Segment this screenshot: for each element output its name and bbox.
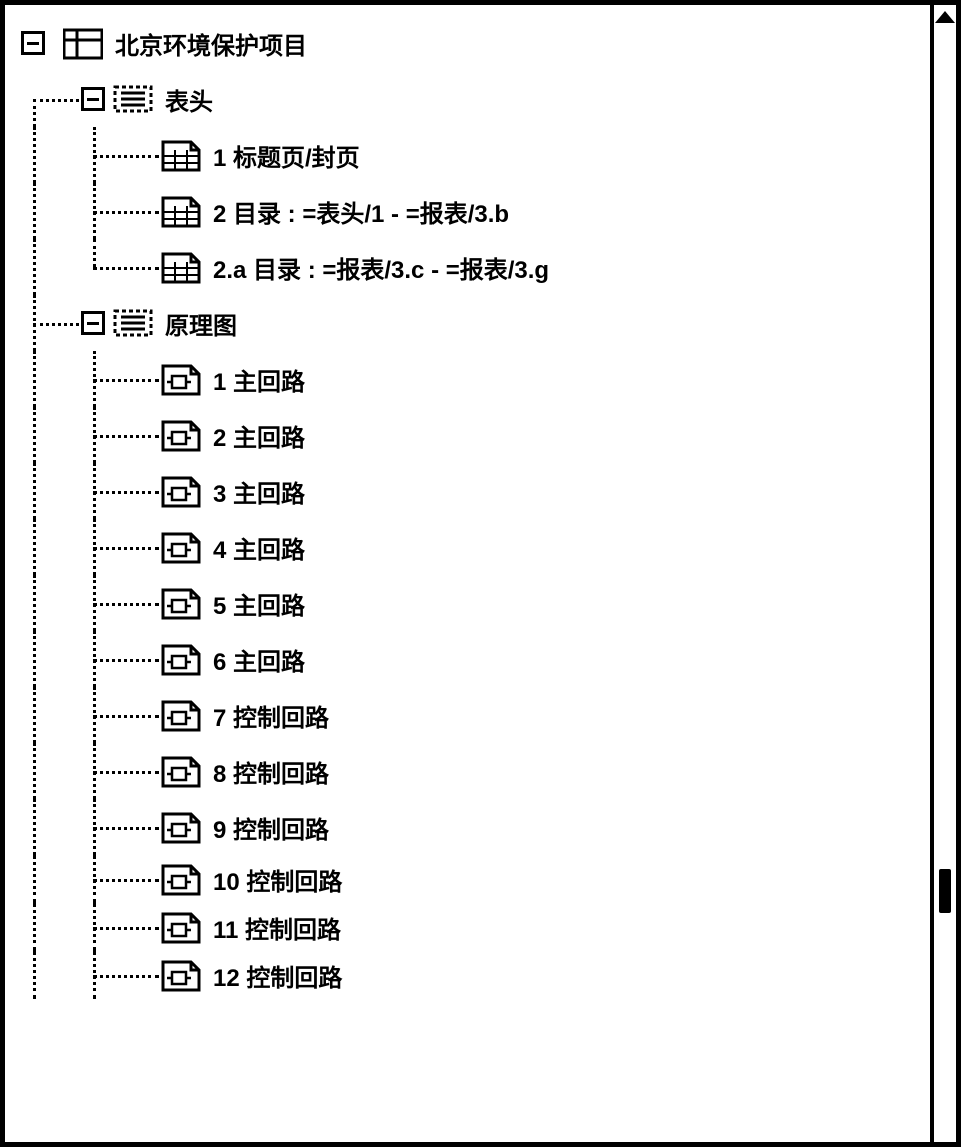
tree-row-leaf[interactable]: 1 主回路 (17, 351, 930, 407)
minus-icon (87, 322, 99, 325)
schematic-icon (161, 474, 201, 508)
tree-row-leaf[interactable]: 4 主回路 (17, 519, 930, 575)
tree-row-leaf[interactable]: 5 主回路 (17, 575, 930, 631)
tree-area: 北京环境保护项目 表头 1 标题页/封页 (5, 5, 930, 1142)
node-label: 8 控制回路 (213, 754, 329, 789)
node-label: 2 主回路 (213, 418, 305, 453)
vertical-scrollbar[interactable] (930, 5, 956, 1142)
project-icon (63, 26, 103, 60)
tree-row-root[interactable]: 北京环境保护项目 (17, 15, 930, 71)
node-label: 4 主回路 (213, 530, 305, 565)
toggle-button[interactable] (81, 311, 105, 335)
minus-icon (87, 98, 99, 101)
doc-grid-icon (161, 138, 201, 172)
tree-row-section[interactable]: 表头 (17, 71, 930, 127)
toggle-button[interactable] (21, 31, 45, 55)
tree-row-leaf[interactable]: 12 控制回路 (17, 951, 930, 999)
node-label: 北京环境保护项目 (115, 26, 307, 61)
node-label: 3 主回路 (213, 474, 305, 509)
minus-icon (27, 42, 39, 45)
node-label: 1 标题页/封页 (213, 138, 360, 173)
scroll-thumb[interactable] (939, 869, 951, 913)
tree-row-leaf[interactable]: 2.a 目录 : =报表/3.c - =报表/3.g (17, 239, 930, 295)
tree-row-leaf[interactable]: 2 目录 : =表头/1 - =报表/3.b (17, 183, 930, 239)
scroll-up-icon (935, 11, 955, 23)
tree-row-leaf[interactable]: 11 控制回路 (17, 903, 930, 951)
doc-grid-icon (161, 250, 201, 284)
tree-row-leaf[interactable]: 6 主回路 (17, 631, 930, 687)
tree-row-section[interactable]: 原理图 (17, 295, 930, 351)
node-label: 7 控制回路 (213, 698, 329, 733)
node-label: 12 控制回路 (213, 958, 342, 993)
tree-row-leaf[interactable]: 10 控制回路 (17, 855, 930, 903)
schematic-icon (161, 642, 201, 676)
schematic-icon (161, 862, 201, 896)
node-label: 6 主回路 (213, 642, 305, 677)
tree-row-leaf[interactable]: 1 标题页/封页 (17, 127, 930, 183)
node-label: 2.a 目录 : =报表/3.c - =报表/3.g (213, 250, 549, 285)
node-label: 表头 (165, 82, 213, 117)
schematic-icon (161, 362, 201, 396)
tree-row-leaf[interactable]: 3 主回路 (17, 463, 930, 519)
node-label: 1 主回路 (213, 362, 305, 397)
tree-panel: 北京环境保护项目 表头 1 标题页/封页 (0, 0, 961, 1147)
scroll-track[interactable] (939, 31, 951, 1134)
node-label: 原理图 (165, 306, 237, 341)
node-label: 9 控制回路 (213, 810, 329, 845)
tree-row-leaf[interactable]: 8 控制回路 (17, 743, 930, 799)
tree-row-leaf[interactable]: 9 控制回路 (17, 799, 930, 855)
schematic-icon (161, 530, 201, 564)
section-icon (113, 82, 153, 116)
schematic-icon (161, 418, 201, 452)
schematic-icon (161, 698, 201, 732)
section-icon (113, 306, 153, 340)
schematic-icon (161, 958, 201, 992)
node-label: 11 控制回路 (213, 910, 341, 945)
doc-grid-icon (161, 194, 201, 228)
node-label: 5 主回路 (213, 586, 305, 621)
schematic-icon (161, 810, 201, 844)
schematic-icon (161, 754, 201, 788)
schematic-icon (161, 586, 201, 620)
node-label: 2 目录 : =表头/1 - =报表/3.b (213, 194, 509, 229)
schematic-icon (161, 910, 201, 944)
node-label: 10 控制回路 (213, 862, 342, 897)
tree-row-leaf[interactable]: 2 主回路 (17, 407, 930, 463)
toggle-button[interactable] (81, 87, 105, 111)
tree-row-leaf[interactable]: 7 控制回路 (17, 687, 930, 743)
